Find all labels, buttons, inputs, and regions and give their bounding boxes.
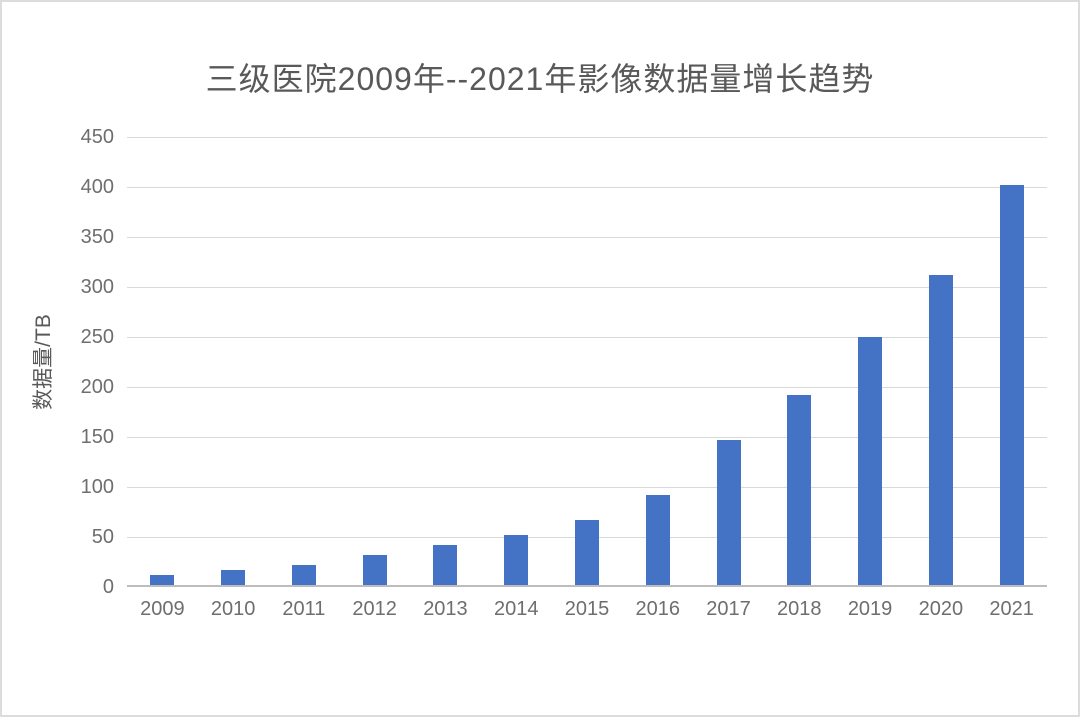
x-tick-label-2017: 2017 (706, 598, 751, 620)
bar-2011 (291, 565, 316, 585)
bar-2018 (787, 395, 812, 585)
bar-2017 (716, 440, 741, 585)
x-tick-label-2009: 2009 (140, 598, 185, 620)
x-tick-label-2016: 2016 (635, 598, 681, 620)
plot-area (127, 137, 1047, 587)
y-tick-label-400: 400 (80, 176, 114, 198)
x-tick-label-2019: 2019 (847, 598, 893, 620)
gridline-300 (127, 287, 1047, 288)
x-tick-label-2014: 2014 (493, 598, 539, 620)
bar-2015 (575, 520, 599, 585)
x-tick-label-2013: 2013 (423, 598, 468, 620)
bar-2009 (150, 575, 175, 585)
gridline-350 (127, 237, 1047, 238)
y-tick-label-50: 50 (91, 526, 114, 548)
bar-2012 (362, 555, 387, 585)
x-tick-label-2011: 2011 (282, 598, 326, 620)
gridline-400 (127, 187, 1047, 188)
bar-2010 (221, 570, 246, 585)
y-tick-label-0: 0 (102, 576, 114, 598)
bar-2013 (433, 545, 458, 585)
gridline-150 (127, 437, 1047, 438)
gridline-250 (127, 337, 1047, 338)
y-tick-label-250: 250 (80, 326, 114, 348)
bar-2014 (504, 535, 529, 585)
gridline-100 (127, 487, 1047, 488)
bar-2019 (858, 337, 883, 585)
y-tick-label-200: 200 (80, 376, 114, 398)
bar-2016 (645, 495, 670, 585)
x-tick-label-2021: 2021 (989, 598, 1034, 620)
bar-2020 (928, 275, 953, 585)
y-tick-label-350: 350 (80, 226, 114, 248)
gridline-200 (127, 387, 1047, 388)
x-tick-label-2010: 2010 (210, 598, 256, 620)
y-tick-label-450: 450 (80, 126, 114, 148)
x-tick-label-2015: 2015 (564, 598, 610, 620)
x-tick-label-2018: 2018 (777, 598, 822, 620)
y-tick-label-100: 100 (80, 476, 114, 498)
x-axis-line (127, 585, 1047, 587)
y-axis-title: 数据量/TB (32, 314, 55, 410)
y-tick-label-300: 300 (80, 276, 114, 298)
x-tick-label-2020: 2020 (918, 598, 964, 620)
gridline-450 (127, 137, 1047, 138)
bar-2021 (999, 185, 1024, 585)
x-tick-label-2012: 2012 (352, 598, 397, 620)
chart-title: 三级医院2009年--2021年影像数据量增长趋势 (205, 61, 875, 97)
y-tick-label-150: 150 (80, 426, 114, 448)
